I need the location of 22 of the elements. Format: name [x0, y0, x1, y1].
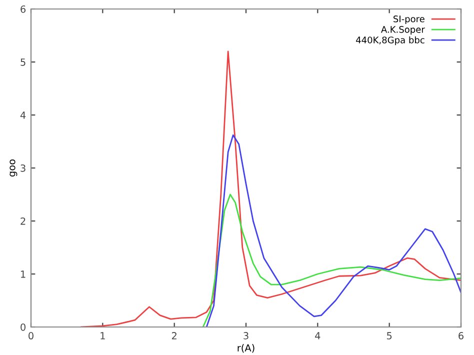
x-tick-label: 5 [386, 332, 392, 340]
x-tick-label: 3 [244, 332, 248, 340]
line-series [80, 50, 461, 327]
y-tick-label: 1 [21, 270, 26, 278]
y-tick-label: 6 [20, 5, 26, 13]
y-tick-label: 5 [20, 58, 26, 66]
x-tick-label: 2 [172, 332, 176, 340]
x-tick-label: 4 [315, 332, 320, 340]
legend-label: A.K.Soper [381, 26, 425, 35]
x-tick-label: 1 [100, 332, 105, 340]
x-tick-label: 6 [458, 332, 464, 340]
legend-label: 440K,8Gpa bbc [356, 36, 424, 46]
line-series [206, 134, 461, 327]
x-axis-title: r(A) [238, 344, 254, 353]
y-tick-label: 3 [20, 164, 26, 172]
y-tick-label: 0 [20, 323, 26, 331]
y-tick-label: 4 [20, 112, 26, 119]
x-tick-label: 0 [28, 332, 34, 340]
legend-label: SI-pore [394, 15, 424, 24]
y-tick-label: 2 [20, 217, 26, 225]
y-axis-title: goo [10, 160, 18, 176]
line-series [202, 194, 461, 327]
